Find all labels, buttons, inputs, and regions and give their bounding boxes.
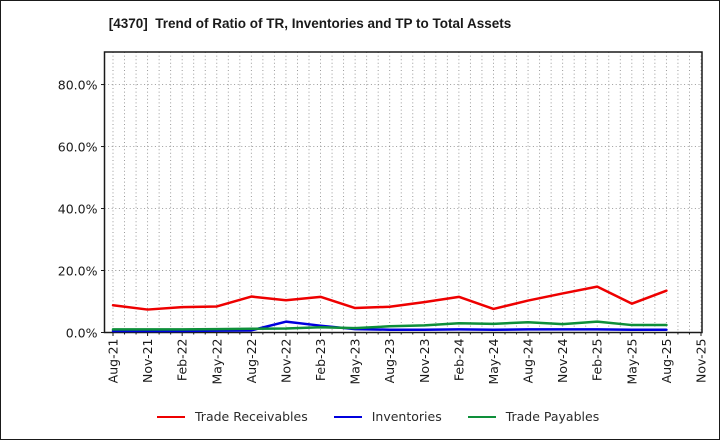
legend-item-trade-payables: Trade Payables (467, 408, 600, 424)
y-tick-label: 40.0% (58, 202, 98, 217)
x-tick-label: Feb-22 (175, 339, 190, 382)
y-tick-label: 0.0% (66, 326, 98, 341)
chart-title: [4370] Trend of Ratio of TR, Inventories… (108, 16, 512, 31)
x-tick-label: May-25 (624, 339, 639, 385)
y-tick-label: 60.0% (58, 140, 98, 155)
y-tick-label: 80.0% (58, 78, 98, 93)
y-tick-label: 20.0% (58, 264, 98, 279)
x-tick-label: Nov-25 (694, 339, 709, 383)
x-tick-label: Aug-23 (382, 339, 397, 384)
x-tick-label: Aug-21 (106, 339, 121, 384)
y-tick-labels: 0.0% 20.0% 40.0% 60.0% 80.0% (58, 78, 98, 341)
series-line-trade-receivables (111, 285, 668, 311)
legend-item-trade-receivables: Trade Receivables (157, 408, 308, 424)
gridlines (104, 52, 702, 333)
x-tick-label: Nov-23 (417, 339, 432, 383)
series-line-trade-payables (111, 320, 668, 331)
x-tick-label: Feb-23 (313, 339, 328, 382)
series-line-inventories (111, 320, 668, 333)
axis-ticks (101, 84, 702, 336)
x-tick-label: Nov-22 (278, 339, 293, 383)
x-tick-label: May-23 (348, 339, 363, 385)
legend-line-icon (157, 415, 185, 419)
plot-border (103, 51, 703, 334)
legend-label: Trade Payables (505, 408, 600, 424)
x-tick-label: Nov-21 (140, 339, 155, 383)
x-tick-label: Feb-25 (590, 339, 605, 382)
x-tick-label: Nov-24 (555, 338, 570, 383)
x-tick-label: May-22 (209, 339, 224, 385)
legend-item-inventories: Inventories (333, 408, 442, 424)
x-tick-label: May-24 (486, 338, 501, 384)
legend-label: Trade Receivables (195, 408, 308, 424)
x-tick-labels: Aug-21 Nov-21 Feb-22 May-22 Aug-22 Nov-22 Feb-… (106, 338, 709, 384)
legend-line-icon (333, 415, 362, 419)
x-tick-label: Aug-22 (244, 339, 259, 384)
x-tick-label: Aug-25 (659, 339, 674, 384)
legend-label: Inventories (371, 408, 442, 424)
legend: Trade Receivables Inventories Trade Payabl… (157, 406, 599, 428)
legend-line-icon (467, 415, 496, 419)
x-tick-label: Aug-24 (521, 338, 536, 383)
x-tick-label: Feb-24 (451, 338, 466, 381)
